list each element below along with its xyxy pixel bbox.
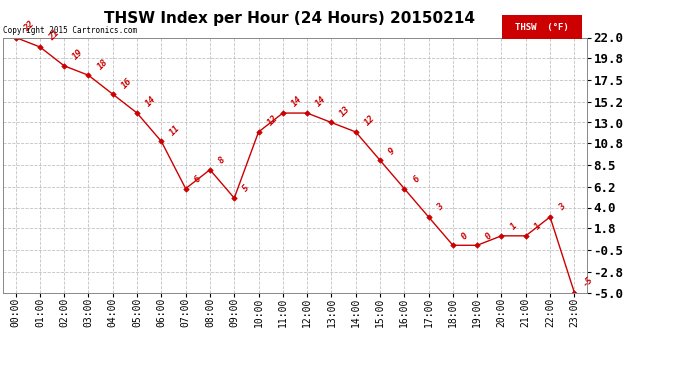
Text: Copyright 2015 Cartronics.com: Copyright 2015 Cartronics.com: [3, 26, 137, 35]
Text: 18: 18: [95, 57, 110, 71]
Text: 21: 21: [47, 29, 61, 43]
Text: 9: 9: [387, 146, 397, 156]
Text: 3: 3: [557, 202, 567, 213]
Text: 1: 1: [533, 222, 543, 232]
Text: 5: 5: [241, 184, 251, 194]
Text: 3: 3: [435, 202, 446, 213]
Text: 1: 1: [509, 222, 519, 232]
Text: 13: 13: [338, 104, 353, 118]
Text: 6: 6: [193, 174, 203, 184]
Text: 12: 12: [363, 114, 377, 128]
Text: 16: 16: [120, 76, 134, 90]
Text: 14: 14: [290, 95, 304, 109]
Text: 12: 12: [266, 114, 279, 128]
Text: 11: 11: [168, 123, 182, 137]
Text: 14: 14: [144, 95, 158, 109]
Text: 0: 0: [460, 231, 470, 241]
Text: 0: 0: [484, 231, 494, 241]
Text: THSW Index per Hour (24 Hours) 20150214: THSW Index per Hour (24 Hours) 20150214: [104, 11, 475, 26]
Text: -5: -5: [581, 274, 595, 288]
Text: 6: 6: [411, 174, 422, 184]
Text: 14: 14: [314, 95, 328, 109]
Text: THSW  (°F): THSW (°F): [515, 22, 569, 32]
Text: 22: 22: [23, 20, 37, 33]
Text: 19: 19: [71, 48, 85, 62]
Text: 8: 8: [217, 155, 227, 165]
